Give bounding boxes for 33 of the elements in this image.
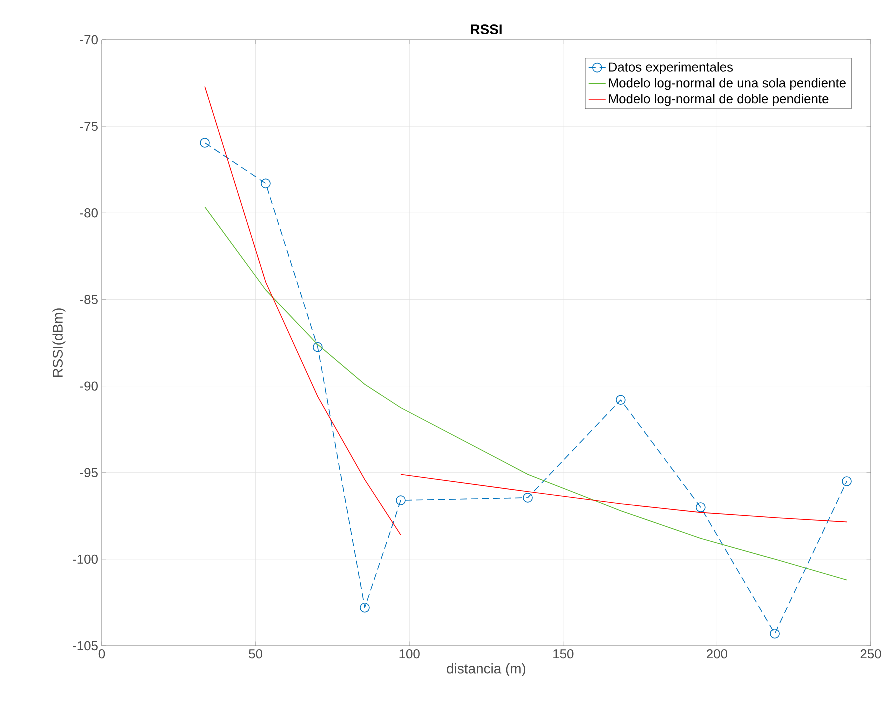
legend-label: Modelo log-normal de una sola pendiente (609, 78, 846, 90)
point (696, 502, 706, 512)
x-tick-label: 250 (860, 650, 882, 659)
point (360, 603, 370, 613)
y-tick-label: -80 (80, 208, 98, 218)
line-series (204, 206, 848, 581)
y-tick-label: -70 (80, 35, 98, 45)
y-tick-label: -75 (80, 122, 98, 132)
y-tick-label: -100 (73, 554, 98, 564)
y-tick-label: -90 (80, 382, 98, 391)
y-tick-label: -105 (73, 641, 98, 651)
x-tick-label: 150 (554, 650, 574, 659)
point (770, 628, 780, 639)
point (261, 178, 271, 189)
x-tick-label: 0 (98, 650, 106, 659)
x-tick-label: 50 (249, 650, 263, 659)
x-tick-label: 100 (400, 650, 420, 659)
y-axis-title: RSSI(dBm) (52, 308, 66, 378)
legend-label: Datos experimentales (609, 62, 734, 74)
point (313, 342, 323, 352)
point (616, 395, 626, 406)
chart-title: RSSI (471, 24, 502, 34)
y-tick-label: -85 (80, 295, 98, 304)
point (842, 476, 852, 486)
point (200, 138, 210, 148)
x-axis-title: distancia (m) (447, 664, 526, 677)
point (396, 496, 406, 506)
legend-label: Modelo log-normal de doble pendiente (609, 94, 829, 106)
y-tick-label: -95 (80, 468, 98, 478)
line-series (400, 474, 848, 523)
x-tick-label: 200 (707, 650, 728, 659)
line-series (204, 86, 402, 536)
point (523, 493, 533, 503)
